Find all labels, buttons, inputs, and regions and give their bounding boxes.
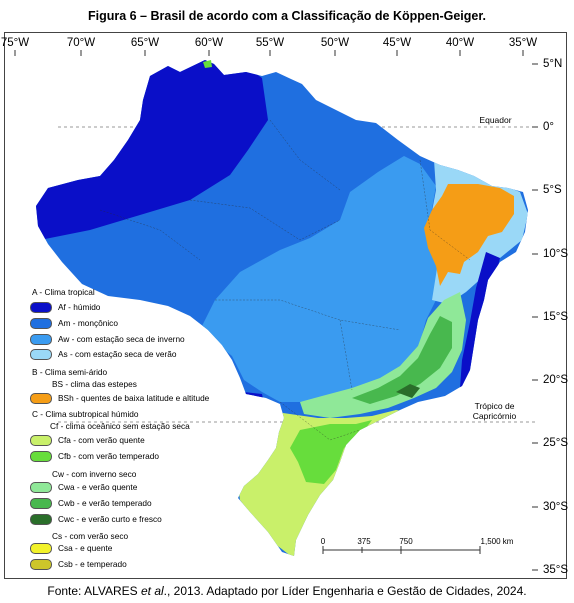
source-footer: Fonte: ALVARES et al., 2013. Adaptado po… [0,584,574,598]
legend-item-as: As - com estação seca de verão [30,349,177,360]
figure-title: Figura 6 – Brasil de acordo com a Classi… [87,9,487,23]
swatch-am [30,318,52,329]
lat-label: 5°S [543,184,562,196]
amapa-patch [203,60,212,68]
legend-item-am: Am - monçônico [30,318,118,329]
top-axis-ticks [14,50,524,56]
equator-label: Equador [479,115,512,125]
scale-bar [322,546,481,554]
legend-label: Am - monçônico [58,318,118,328]
lon-label: 45°W [382,37,412,49]
swatch-cwc [30,514,52,525]
zone-cwa-southeast [300,292,466,418]
legend-item-cwc: Cwc - e verão curto e fresco [30,514,162,525]
lon-label: 60°W [194,37,224,49]
legend-group-c: C - Clima subtropical húmido [32,409,139,419]
legend-cw: Cw - com inverno seco [52,469,137,479]
right-axis-ticks [532,63,538,571]
lat-label: 35°S [543,564,569,576]
lon-label: 50°W [320,37,350,49]
legend-item-aw: Aw - com estação seca de inverno [30,334,185,345]
lon-label: 70°W [66,37,96,49]
legend-item-bsh: BSh - quentes de baixa latitude e altitu… [30,393,209,404]
lat-label: 20°S [543,374,569,386]
legend-label: Cwc - e verão curto e fresco [58,514,162,524]
tropic-label-line1: Trópico de [474,401,515,411]
zone-cwc-peaks [396,384,420,398]
lat-label: 0° [543,121,554,133]
lat-label: 10°S [543,248,569,260]
zone-aw-central [200,156,440,402]
footer-italic: et al [140,584,164,598]
legend-label: BSh - quentes de baixa latitude e altitu… [58,393,210,403]
swatch-cfb [30,451,52,462]
scale-tick-label: 375 [357,537,371,546]
scale-tick-label: 1,500 km [480,537,514,546]
legend-label: Cwb - e verão temperado [58,498,152,508]
legend-item-cfa: Cfa - com verão quente [30,435,145,446]
zone-cfb-highlands [290,420,372,484]
legend-label: Cfa - com verão quente [58,435,145,445]
scale-tick-label: 0 [320,537,326,546]
legend-label: As - com estação seca de verão [58,349,177,359]
legend-label: Csa - e quente [58,543,113,553]
tropic-label: Trópico de Capricórnio [452,401,537,421]
legend-cs: Cs - com verão seco [52,531,129,541]
swatch-aw [30,334,52,345]
legend-item-cwb: Cwb - e verão temperado [30,498,152,509]
legend-group-b: B - Clima semi-árido [32,367,108,377]
swatch-cwa [30,482,52,493]
scale-tick-label: 750 [399,537,413,546]
zone-bsh-sertao [424,184,514,286]
swatch-csb [30,559,52,570]
footer-suffix: ., 2013. Adaptado por Líder Engenharia e… [163,584,527,598]
legend-cf: Cf - clima oceânico sem estação seca [50,421,190,431]
lat-label: 30°S [543,501,569,513]
swatch-as [30,349,52,360]
legend-item-cfb: Cfb - com verão temperado [30,451,159,462]
zone-af-north [36,60,268,240]
legend-label: Cfb - com verão temperado [58,451,159,461]
lat-label: 5°N [543,58,563,70]
zone-cwb-highlands [352,316,452,404]
legend-label: Aw - com estação seca de inverno [58,334,185,344]
legend-label: Csb - e temperado [58,559,127,569]
lon-label: 75°W [0,37,30,49]
legend-item-cwa: Cwa - e verão quente [30,482,137,493]
legend-item-af: Af - húmido [30,302,100,313]
swatch-bsh [30,393,52,404]
swatch-cfa [30,435,52,446]
legend-bs: BS - clima das estepes [52,379,137,389]
legend-group-a: A - Clima tropical [32,287,95,297]
legend-label: Cwa - e verão quente [58,482,138,492]
swatch-cwb [30,498,52,509]
swatch-csa [30,543,52,554]
legend-item-csb: Csb - e temperado [30,559,127,570]
state-borders [99,119,471,441]
footer-prefix: Fonte: ALVARES [47,584,141,598]
lat-label: 25°S [543,437,569,449]
legend-item-csa: Csa - e quente [30,543,112,554]
swatch-af [30,302,52,313]
lon-label: 35°W [508,37,538,49]
lon-label: 55°W [255,37,285,49]
lon-label: 65°W [130,37,160,49]
lat-label: 15°S [543,311,569,323]
map-frame [4,32,567,579]
lon-label: 40°W [445,37,475,49]
legend-label: Af - húmido [58,302,101,312]
tropic-label-line2: Capricórnio [472,411,517,421]
